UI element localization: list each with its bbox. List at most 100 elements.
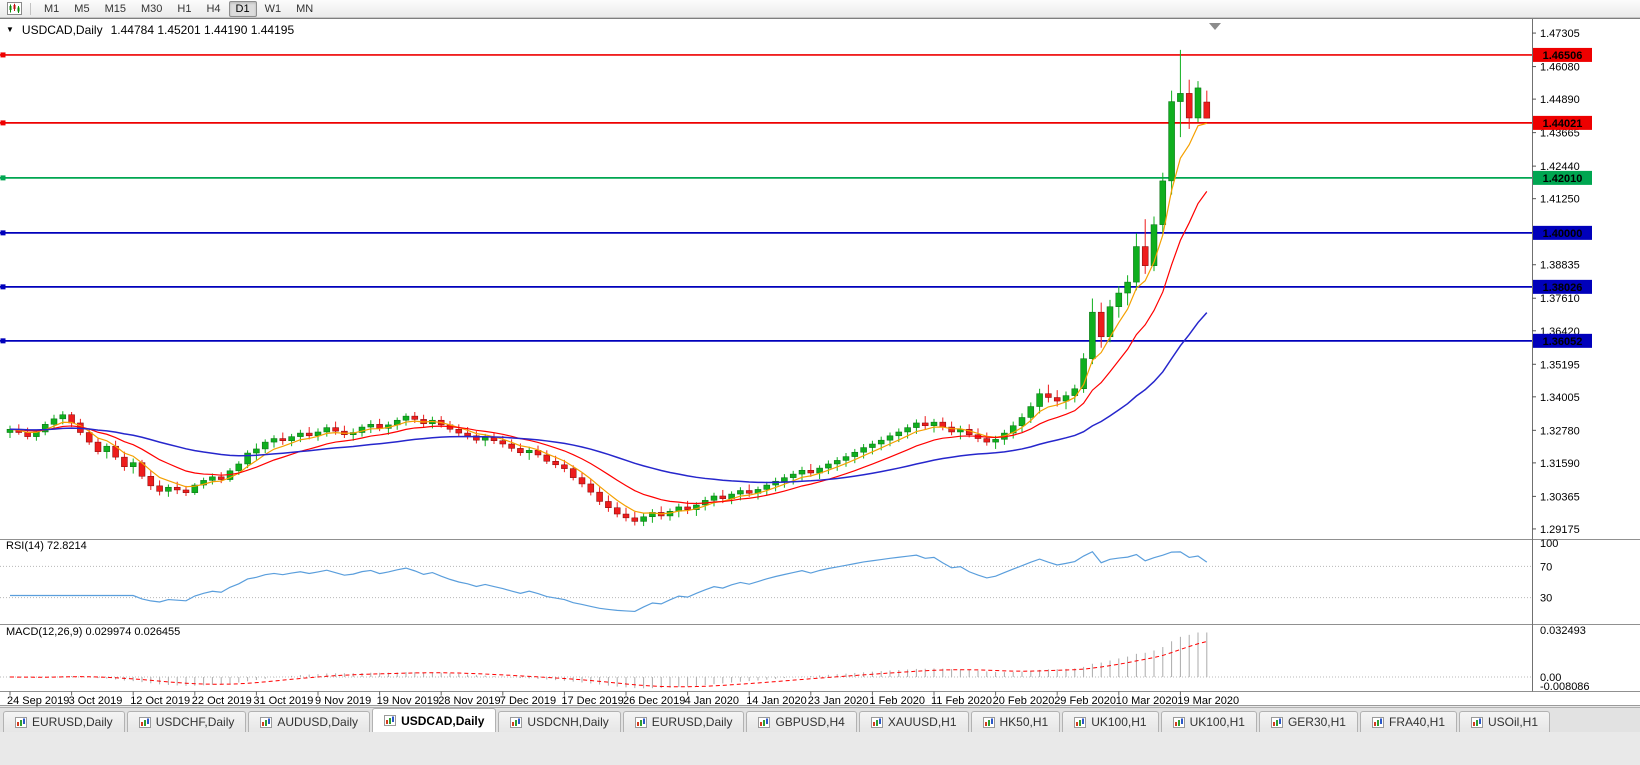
tab-usoil-h1[interactable]: USOil,H1: [1459, 711, 1551, 732]
pane-separators: [0, 19, 1640, 692]
macd-pane: 0.032493 0.00-0.008086: [0, 625, 1590, 693]
candle: [877, 439, 885, 445]
chart-toolbar-icon[interactable]: [4, 2, 24, 16]
candle: [1018, 417, 1026, 426]
candle: [1036, 393, 1043, 407]
tab-usdcad-daily[interactable]: USDCAD,Daily: [372, 708, 497, 732]
time-axis[interactable]: 24 Sep 2019 3 Oct 2019 12 Oct 2019 22 Oct 2…: [7, 691, 1239, 708]
candle: [129, 462, 137, 467]
timeframe-h1[interactable]: H1: [170, 1, 198, 17]
candle: [1106, 306, 1114, 338]
toolbar-separator: [30, 2, 31, 15]
tab-xauusd-h1[interactable]: XAUUSD,H1: [858, 711, 969, 732]
rsi-level-label: 70: [1540, 561, 1552, 573]
date-tick-label: 29 Feb 2020: [1054, 695, 1116, 707]
candle: [781, 477, 788, 482]
tab-label: USOil,H1: [1488, 715, 1539, 729]
hline-price-boxes: 1.46506 1.44021 1.42010 1.40000 1.38026 1.360…: [0, 47, 1592, 348]
tab-chart-icon: [1371, 716, 1384, 728]
tab-eurusd-daily[interactable]: EURUSD,Daily: [3, 711, 125, 732]
tab-audusd-daily[interactable]: AUDUSD,Daily: [248, 711, 371, 732]
candle: [499, 440, 507, 445]
timeframe-m30[interactable]: M30: [134, 1, 169, 17]
tab-ger30-h1[interactable]: GER30,H1: [1258, 711, 1358, 732]
hline-price-box[interactable]: [1533, 279, 1592, 294]
candle: [930, 421, 938, 426]
candle: [464, 432, 471, 437]
date-tick-label: 9 Nov 2019: [315, 695, 371, 707]
price-tick-label: 1.41250: [1540, 194, 1580, 206]
timeframe-h4[interactable]: H4: [199, 1, 227, 17]
tab-label: USDCHF,Daily: [155, 715, 235, 729]
tab-chart-icon: [510, 716, 523, 728]
chart-plot-area[interactable]: [0, 19, 1532, 692]
hline-price-box[interactable]: [1533, 333, 1592, 348]
candle: [200, 480, 207, 486]
date-tick-label: 17 Dec 2019: [561, 695, 623, 707]
tab-label: GER30,H1: [1287, 715, 1346, 729]
candle: [68, 414, 75, 424]
candle: [807, 470, 815, 474]
candle: [561, 464, 568, 469]
hline-anchor[interactable]: [0, 175, 6, 181]
hline-price-box[interactable]: [1533, 115, 1592, 130]
date-tick-label: 19 Nov 2019: [377, 695, 439, 707]
hline-anchor[interactable]: [0, 230, 6, 236]
tab-eurusd-daily[interactable]: EURUSD,Daily: [622, 711, 745, 732]
ma-lines: [9, 122, 1208, 515]
price-tick-label: 1.46080: [1540, 62, 1580, 74]
candle: [569, 468, 577, 478]
macd-histogram: [9, 632, 1208, 689]
candle: [191, 484, 199, 493]
ma-5-line: [9, 122, 1207, 515]
candle: [886, 435, 894, 441]
tab-uk100-h1[interactable]: UK100,H1: [1160, 711, 1257, 732]
timeframe-m5[interactable]: M5: [67, 1, 96, 17]
chart-canvas[interactable]: 1.47305 1.46080 1.44890 1.43665 1.42440 1.412…: [0, 19, 1640, 707]
candle: [904, 427, 911, 433]
candle: [983, 438, 991, 443]
candle: [1194, 87, 1202, 119]
candle: [719, 495, 727, 499]
tab-gbpusd-h4[interactable]: GBPUSD,H4: [746, 711, 857, 732]
candle: [763, 484, 771, 490]
hline-price-box[interactable]: [1533, 170, 1592, 185]
candle: [798, 470, 806, 475]
tab-chart-icon: [384, 715, 397, 726]
candle: [473, 435, 480, 441]
tab-label: AUDUSD,Daily: [277, 715, 359, 729]
timeframe-d1[interactable]: D1: [228, 0, 257, 17]
price-tick-label: 1.34005: [1540, 392, 1580, 404]
macd-axis-label: -0.008086: [1540, 681, 1590, 693]
hline-price-box[interactable]: [1533, 225, 1592, 240]
hline-anchor[interactable]: [0, 284, 6, 290]
chart-shift-marker-icon[interactable]: [1209, 23, 1221, 30]
rsi-pane: 100 70 30: [0, 538, 1558, 613]
tab-hk50-h1[interactable]: HK50,H1: [970, 711, 1061, 732]
candle: [631, 517, 639, 522]
hline-anchor[interactable]: [0, 120, 6, 126]
timeframe-m15[interactable]: M15: [98, 1, 133, 17]
tab-uk100-h1[interactable]: UK100,H1: [1062, 711, 1159, 732]
timeframe-w1[interactable]: W1: [258, 1, 289, 17]
tab-fra40-h1[interactable]: FRA40,H1: [1359, 711, 1458, 732]
candle: [869, 443, 876, 448]
candlestick-glyph-icon: [6, 2, 22, 15]
hline-anchor[interactable]: [0, 52, 6, 58]
candle: [244, 452, 251, 465]
candle: [455, 428, 463, 434]
candle: [165, 486, 172, 492]
tab-usdchf-daily[interactable]: USDCHF,Daily: [126, 711, 247, 732]
candle: [235, 463, 243, 472]
hline-anchor[interactable]: [0, 338, 6, 344]
candle: [605, 501, 612, 508]
chart-symbol-label: USDCAD,Daily: [21, 23, 103, 37]
candle: [895, 431, 903, 437]
tab-usdcnh-daily[interactable]: USDCNH,Daily: [498, 711, 621, 732]
timeframe-mn[interactable]: MN: [289, 1, 320, 17]
hline-price-box[interactable]: [1533, 47, 1592, 62]
timeframe-m1[interactable]: M1: [37, 1, 66, 17]
date-tick-label: 31 Oct 2019: [253, 695, 313, 707]
price-tick-label: 1.43665: [1540, 128, 1580, 140]
rsi-indicator-label: RSI(14) 72.8214: [6, 540, 87, 552]
